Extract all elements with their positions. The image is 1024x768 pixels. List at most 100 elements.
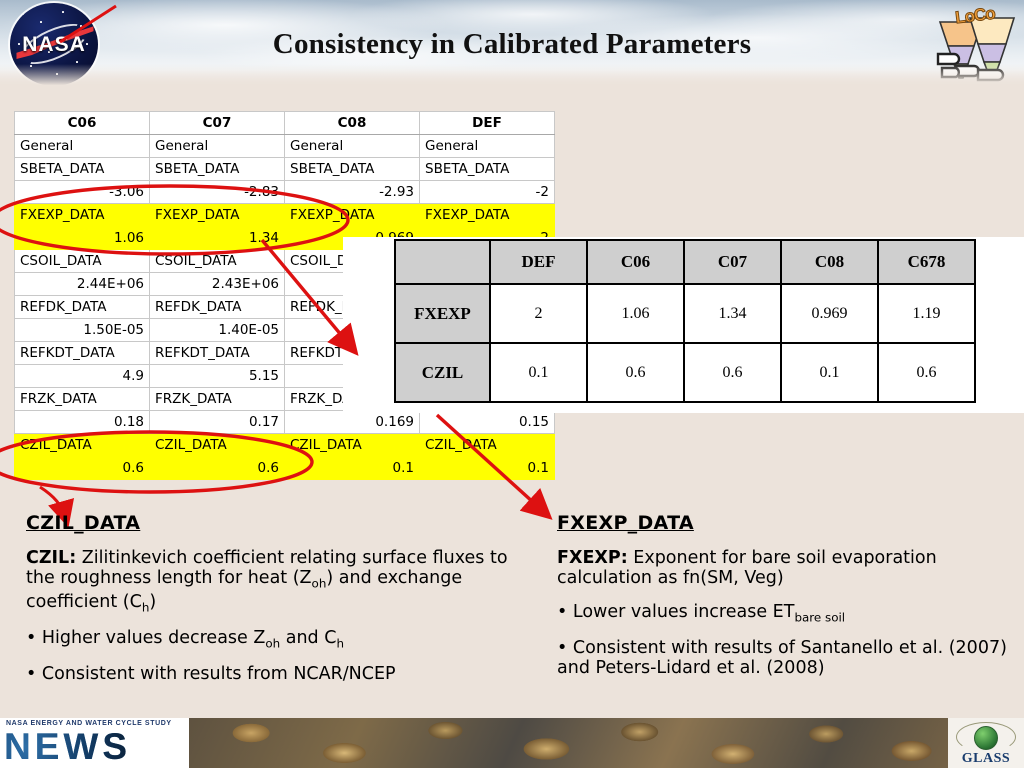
table-row: 0.18 0.17 0.169 0.15: [14, 410, 555, 434]
news-tagline: NASA ENERGY AND WATER CYCLE STUDY: [6, 720, 172, 727]
table-cell: 0.17: [149, 410, 285, 434]
summary-corner-cell: [394, 239, 491, 285]
table-cell: 2.44E+06: [14, 272, 150, 296]
czil-term: CZIL:: [26, 548, 77, 568]
summary-row-header-czil: CZIL: [394, 342, 491, 403]
table-cell: -2.83: [149, 180, 285, 204]
table-cell: General: [419, 134, 555, 158]
summary-column-header-c07: C07: [683, 239, 782, 285]
table-cell: 0.1: [419, 456, 555, 480]
czil-definition-end: ): [149, 591, 157, 612]
czil-sub-h-2: h: [336, 636, 344, 651]
glass-logo: GLASS: [948, 718, 1024, 768]
table-row: SBETA_DATA SBETA_DATA SBETA_DATA SBETA_DATA: [14, 157, 555, 181]
table-cell: FRZK_DATA: [14, 387, 150, 411]
table-cell: 1.06: [14, 226, 150, 250]
summary-cell: 0.6: [877, 342, 976, 403]
table-cell: General: [284, 134, 420, 158]
fxexp-bullet1-a: Lower values increase ET: [572, 601, 795, 622]
news-logo: NASA ENERGY AND WATER CYCLE STUDY NEWS: [0, 718, 189, 768]
column-header-c08: C08: [284, 111, 420, 135]
summary-cell: 0.6: [586, 342, 685, 403]
table-cell: CZIL_DATA: [419, 433, 555, 457]
table-cell: REFDK_DATA: [149, 295, 285, 319]
czil-definition-text: Zilitinkevich coefficient relating surfa…: [26, 548, 508, 589]
table-cell: -3.06: [14, 180, 150, 204]
table-cell: CSOIL_DATA: [149, 249, 285, 273]
czil-description-column: CZIL_DATA CZIL: Zilitinkevich coefficien…: [26, 512, 521, 697]
czil-sub-oh-2: oh: [265, 636, 281, 651]
czil-sub-oh-1: oh: [311, 576, 327, 591]
fxexp-term: FXEXP:: [557, 548, 628, 568]
table-cell: SBETA_DATA: [419, 157, 555, 181]
table-cell: -2: [419, 180, 555, 204]
footer-banner: NASA ENERGY AND WATER CYCLE STUDY NEWS G…: [0, 718, 1024, 768]
table-cell: 4.9: [14, 364, 150, 388]
page-title: Consistency in Calibrated Parameters: [272, 28, 752, 60]
summary-row-header-fxexp: FXEXP: [394, 283, 491, 344]
table-cell: CZIL_DATA: [284, 433, 420, 457]
footer-soil-image: [189, 718, 966, 768]
table-header-row: C06 C07 C08 DEF: [14, 111, 555, 135]
table-cell: 0.18: [14, 410, 150, 434]
czil-bullet1-a: Higher values decrease Z: [41, 627, 266, 648]
summary-cell: 0.1: [780, 342, 879, 403]
table-cell: CZIL_DATA: [149, 433, 285, 457]
table-cell: FXEXP_DATA: [149, 203, 285, 227]
table-row: FXEXP_DATA FXEXP_DATA FXEXP_DATA FXEXP_DATA: [14, 203, 555, 227]
summary-cell: 1.06: [586, 283, 685, 344]
table-cell: SBETA_DATA: [149, 157, 285, 181]
table-cell: FRZK_DATA: [149, 387, 285, 411]
table-row: -3.06 -2.83 -2.93 -2: [14, 180, 555, 204]
table-cell: 0.1: [284, 456, 420, 480]
table-cell: General: [14, 134, 150, 158]
summary-row: CZIL 0.1 0.6 0.6 0.1 0.6: [394, 342, 976, 403]
table-cell: 0.15: [419, 410, 555, 434]
table-row: General General General General: [14, 134, 555, 158]
czil-sub-h-1: h: [141, 600, 150, 615]
glass-ring-icon: [956, 722, 1016, 752]
table-cell: REFKDT_DATA: [14, 341, 150, 365]
table-cell: REFDK_DATA: [14, 295, 150, 319]
fxexp-sub-bare-soil: bare soil: [794, 610, 846, 625]
czil-heading: CZIL_DATA: [26, 512, 141, 534]
news-wordmark: NEWS: [4, 728, 184, 766]
table-cell: 5.15: [149, 364, 285, 388]
table-cell: SBETA_DATA: [14, 157, 150, 181]
table-cell: SBETA_DATA: [284, 157, 420, 181]
table-cell: 2.43E+06: [149, 272, 285, 296]
header-banner: NASA Consistency in Calibrated Parameter…: [0, 0, 1024, 90]
table-row: 0.6 0.6 0.1 0.1: [14, 456, 555, 480]
fxexp-definition-text: Exponent for bare soil evaporation calcu…: [557, 548, 937, 589]
column-header-c07: C07: [149, 111, 285, 135]
czil-bullet-1: Higher values decrease Zoh and Ch: [26, 628, 521, 651]
table-cell: 1.50E-05: [14, 318, 150, 342]
summary-column-header-c678: C678: [877, 239, 976, 285]
summary-table: DEF C06 C07 C08 C678 FXEXP 2 1.06 1.34 0.969 1.19…: [394, 239, 976, 403]
table-cell: 0.169: [284, 410, 420, 434]
column-header-c06: C06: [14, 111, 150, 135]
table-cell: REFKDT_DATA: [149, 341, 285, 365]
table-cell: 1.40E-05: [149, 318, 285, 342]
glass-wordmark: GLASS: [961, 751, 1011, 766]
table-cell: -2.93: [284, 180, 420, 204]
loco-logo-icon: LoCo: [930, 3, 1018, 88]
fxexp-description-column: FXEXP_DATA FXEXP: Exponent for bare soil…: [557, 512, 1019, 691]
summary-column-header-c08: C08: [780, 239, 879, 285]
summary-cell: 0.6: [683, 342, 782, 403]
summary-cell: 2: [489, 283, 588, 344]
table-cell: FXEXP_DATA: [419, 203, 555, 227]
summary-cell: 0.1: [489, 342, 588, 403]
table-cell: 0.6: [149, 456, 285, 480]
czil-bullet-2: Consistent with results from NCAR/NCEP: [26, 664, 521, 684]
fxexp-bullet-1: Lower values increase ETbare soil: [557, 602, 1019, 625]
table-cell: FXEXP_DATA: [14, 203, 150, 227]
table-cell: CZIL_DATA: [14, 433, 150, 457]
summary-row: FXEXP 2 1.06 1.34 0.969 1.19: [394, 283, 976, 344]
table-cell: 0.6: [14, 456, 150, 480]
table-cell: CSOIL_DATA: [14, 249, 150, 273]
summary-cell: 0.969: [780, 283, 879, 344]
summary-cell: 1.19: [877, 283, 976, 344]
table-cell: General: [149, 134, 285, 158]
